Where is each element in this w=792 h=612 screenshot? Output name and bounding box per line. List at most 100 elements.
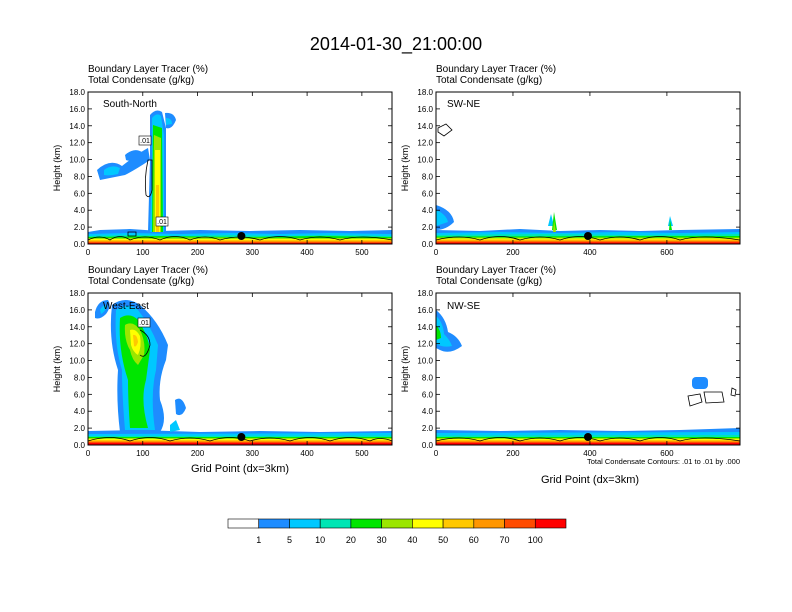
y-tick-label: 12.0 — [69, 139, 85, 148]
x-tick-label: 100 — [136, 449, 150, 458]
panel-field2-label: Total Condensate (g/kg) — [436, 276, 542, 287]
panel-field2-label: Total Condensate (g/kg) — [88, 75, 194, 86]
x-ticks: 0 100 200 300 400 500 — [86, 92, 369, 257]
y-tick-label: 10.0 — [417, 156, 433, 165]
y-tick-label: 8.0 — [74, 373, 86, 382]
y-tick-label: 4.0 — [422, 206, 434, 215]
y-ticks: 0.0 2.0 4.0 6.0 8.0 10.0 12.0 14.0 16.0 18.0 — [69, 88, 392, 249]
y-axis-label: Height (km) — [400, 346, 410, 393]
isolated-cell — [692, 377, 708, 389]
y-tick-label: 10.0 — [69, 357, 85, 366]
contour-note: Total Condensate Contours: .01 to .01 by… — [587, 457, 740, 466]
x-axis-label: Grid Point (dx=3km) — [191, 463, 289, 475]
x-tick-label: 0 — [86, 449, 91, 458]
upper-contour — [437, 123, 453, 137]
y-tick-label: 4.0 — [74, 407, 86, 416]
location-marker — [584, 232, 592, 240]
x-tick-label: 400 — [583, 248, 597, 257]
colorbar-swatch — [350, 518, 382, 529]
y-tick-label: 18.0 — [417, 88, 433, 97]
y-axis-label: Height (km) — [52, 346, 62, 393]
y-tick-label: 12.0 — [417, 340, 433, 349]
x-ticks: 0 200 400 600 — [434, 293, 674, 458]
y-tick-label: 16.0 — [69, 105, 85, 114]
convective-tower — [553, 220, 556, 232]
y-tick-label: 14.0 — [417, 323, 433, 332]
x-tick-label: 200 — [191, 449, 205, 458]
plot-frame — [435, 91, 741, 245]
y-tick-label: 2.0 — [74, 424, 86, 433]
x-tick-label: 400 — [583, 449, 597, 458]
y-tick-label: 4.0 — [422, 407, 434, 416]
condensate-contour — [144, 159, 153, 198]
x-tick-label: 500 — [355, 449, 369, 458]
y-tick-label: 6.0 — [74, 189, 86, 198]
colorbar-swatch — [319, 518, 352, 529]
anvil-blob — [97, 148, 150, 180]
plot-frame — [87, 91, 393, 245]
colorbar-swatch — [227, 518, 260, 529]
y-tick-label: 6.0 — [74, 390, 86, 399]
x-ticks: 0 200 400 600 — [434, 92, 674, 257]
plot-area — [436, 310, 740, 445]
y-tick-label: 2.0 — [74, 223, 86, 232]
y-tick-label: 6.0 — [422, 390, 434, 399]
y-tick-label: 12.0 — [417, 139, 433, 148]
y-tick-label: 8.0 — [74, 172, 86, 181]
plot-area: .01 — [88, 300, 392, 445]
convective-tower — [669, 220, 672, 230]
colorbar-label: 10 — [315, 535, 325, 545]
x-tick-label: 0 — [86, 248, 91, 257]
anvil-blob — [125, 150, 142, 161]
panel-field1-label: Boundary Layer Tracer (%) — [88, 265, 208, 276]
convective-tower — [552, 212, 557, 230]
colorbar-swatch — [534, 518, 567, 529]
left-edge-blob — [436, 210, 448, 226]
colorbar-label: 5 — [287, 535, 292, 545]
panel-field2-label: Total Condensate (g/kg) — [88, 276, 194, 287]
y-tick-label: 16.0 — [417, 306, 433, 315]
panel-title: South-North — [103, 99, 157, 110]
condensate-contour — [436, 437, 740, 442]
x-tick-label: 300 — [246, 248, 260, 257]
y-tick-label: 16.0 — [417, 105, 433, 114]
y-tick-label: 2.0 — [422, 424, 434, 433]
colorbar-label: 20 — [346, 535, 356, 545]
tracer-band-100 — [88, 443, 392, 445]
upper-contour — [730, 387, 737, 397]
y-axis-label: Height (km) — [400, 145, 410, 192]
x-tick-label: 100 — [136, 248, 150, 257]
y-tick-label: 0.0 — [74, 441, 86, 450]
convective-tower — [668, 216, 673, 226]
x-tick-label: 200 — [191, 248, 205, 257]
x-tick-label: 400 — [300, 449, 314, 458]
contour-label: .01 — [157, 219, 167, 226]
plot-area: .01 .01 — [88, 110, 392, 244]
x-tick-label: 200 — [506, 449, 520, 458]
panel-field1-label: Boundary Layer Tracer (%) — [436, 265, 556, 276]
condensate-contour — [88, 236, 392, 241]
tracer-band-100 — [436, 242, 740, 244]
x-axis-label: Grid Point (dx=3km) — [541, 474, 639, 486]
y-tick-label: 8.0 — [422, 373, 434, 382]
y-tick-label: 14.0 — [69, 122, 85, 131]
cirrus-blob — [100, 305, 107, 314]
colorbar-label: 40 — [407, 535, 417, 545]
x-tick-label: 600 — [660, 449, 674, 458]
colorbar-label: 50 — [438, 535, 448, 545]
panel-nw-se: Boundary Layer Tracer (%) Total Condensa… — [400, 265, 741, 486]
x-tick-label: 300 — [246, 449, 260, 458]
x-ticks: 0 100 200 300 400 500 — [86, 293, 369, 458]
y-tick-label: 14.0 — [417, 122, 433, 131]
location-marker — [237, 232, 246, 240]
upper-contour — [703, 391, 725, 404]
colorbar-swatch — [442, 518, 475, 529]
condensate-contour — [436, 236, 740, 241]
x-tick-label: 0 — [434, 248, 439, 257]
y-ticks: 0.0 2.0 4.0 6.0 8.0 10.0 12.0 14.0 16.0 18.0 — [417, 289, 740, 450]
panel-title: West-East — [103, 301, 149, 312]
condensate-contour — [88, 437, 392, 442]
y-tick-label: 4.0 — [74, 206, 86, 215]
colorbar-swatch — [381, 518, 413, 529]
